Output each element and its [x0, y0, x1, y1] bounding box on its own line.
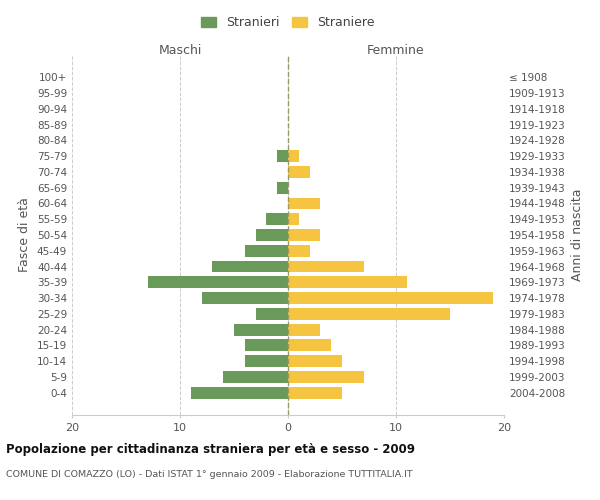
Bar: [234, 324, 288, 336]
Bar: [245, 356, 288, 367]
Bar: [288, 150, 299, 162]
Bar: [277, 150, 288, 162]
Legend: Stranieri, Straniere: Stranieri, Straniere: [196, 11, 380, 34]
Bar: [288, 198, 320, 209]
Bar: [202, 292, 288, 304]
Bar: [288, 340, 331, 351]
Text: Popolazione per cittadinanza straniera per età e sesso - 2009: Popolazione per cittadinanza straniera p…: [6, 442, 415, 456]
Bar: [148, 276, 288, 288]
Bar: [288, 387, 342, 398]
Bar: [288, 292, 493, 304]
Bar: [245, 340, 288, 351]
Bar: [288, 166, 310, 178]
Bar: [288, 356, 342, 367]
Y-axis label: Anni di nascita: Anni di nascita: [571, 188, 584, 281]
Bar: [223, 371, 288, 383]
Text: Maschi: Maschi: [158, 44, 202, 57]
Text: Femmine: Femmine: [367, 44, 425, 57]
Bar: [288, 308, 450, 320]
Bar: [245, 245, 288, 256]
Text: COMUNE DI COMAZZO (LO) - Dati ISTAT 1° gennaio 2009 - Elaborazione TUTTITALIA.IT: COMUNE DI COMAZZO (LO) - Dati ISTAT 1° g…: [6, 470, 413, 479]
Bar: [288, 276, 407, 288]
Bar: [288, 324, 320, 336]
Bar: [212, 260, 288, 272]
Bar: [288, 371, 364, 383]
Bar: [256, 229, 288, 241]
Bar: [277, 182, 288, 194]
Bar: [288, 214, 299, 225]
Bar: [288, 229, 320, 241]
Bar: [191, 387, 288, 398]
Bar: [266, 214, 288, 225]
Bar: [288, 260, 364, 272]
Bar: [256, 308, 288, 320]
Bar: [288, 245, 310, 256]
Y-axis label: Fasce di età: Fasce di età: [19, 198, 31, 272]
